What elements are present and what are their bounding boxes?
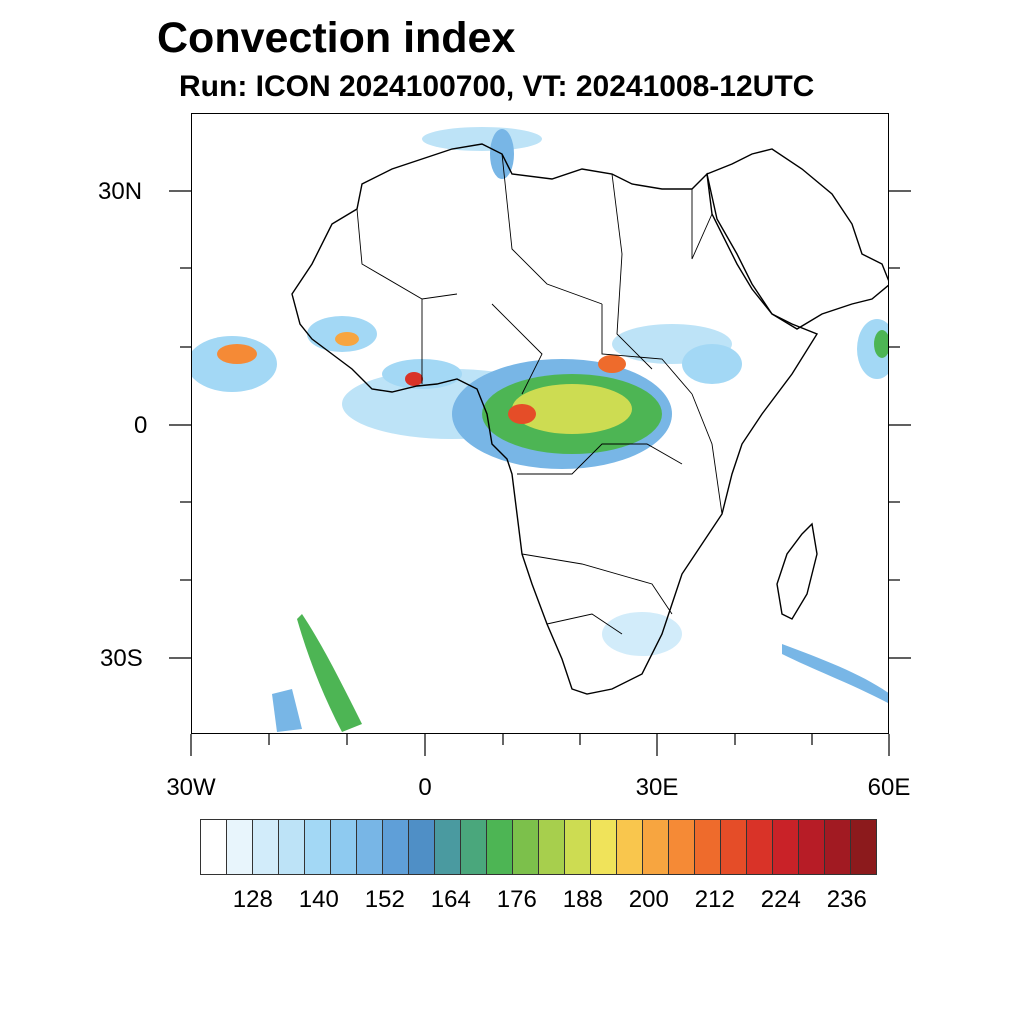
colorbar-box xyxy=(642,819,669,875)
colorbar-box xyxy=(746,819,773,875)
border-11 xyxy=(691,393,723,515)
lon-label-30w: 30W xyxy=(166,774,216,801)
border-2 xyxy=(501,153,603,305)
field-mediterranean xyxy=(422,127,542,151)
field-sahel-hot xyxy=(335,332,359,346)
border-4 xyxy=(691,189,713,260)
lon-label-60e: 60E xyxy=(867,774,911,801)
border-8 xyxy=(517,443,683,475)
colorbar-box xyxy=(720,819,747,875)
border-7 xyxy=(601,304,693,395)
field-south-africa xyxy=(602,612,682,656)
lat-label-30n: 30N xyxy=(98,178,143,205)
border-1 xyxy=(356,208,458,300)
colorbar-box xyxy=(798,819,825,875)
chart-subtitle: Run: ICON 2024100700, VT: 20241008-12UTC xyxy=(179,70,815,103)
field-south-atlantic-band xyxy=(297,614,362,732)
chart-title: Convection index xyxy=(157,14,516,62)
field-indian-ocean-band xyxy=(782,644,888,703)
field-atlantic-west xyxy=(192,336,277,392)
field-congo-inner xyxy=(512,384,632,434)
lon-label-30e: 30E xyxy=(635,774,679,801)
colorbar-box xyxy=(538,819,565,875)
field-hot-1 xyxy=(508,404,536,424)
colorbar-label: 164 xyxy=(430,886,471,913)
border-6 xyxy=(491,303,543,395)
colorbar-label: 188 xyxy=(562,886,603,913)
field-hot-2 xyxy=(598,355,626,373)
colorbar-box xyxy=(200,819,227,875)
colorbar-box xyxy=(304,819,331,875)
map-panel[interactable] xyxy=(191,113,889,734)
colorbar-label: 128 xyxy=(232,886,273,913)
arabia-coastline xyxy=(706,148,888,330)
colorbar-box xyxy=(772,819,799,875)
colorbar-box xyxy=(850,819,877,875)
field-atlantic-hot xyxy=(217,344,257,364)
colorbar-label: 140 xyxy=(298,886,339,913)
colorbar-box xyxy=(486,819,513,875)
map-svg xyxy=(192,127,888,732)
convection-field xyxy=(192,127,888,732)
colorbar-box xyxy=(668,819,695,875)
colorbar-box xyxy=(460,819,487,875)
colorbar-label: 200 xyxy=(628,886,669,913)
lat-label-30s: 30S xyxy=(100,645,143,672)
colorbar-label: 224 xyxy=(760,886,801,913)
lat-label-0: 0 xyxy=(134,412,148,439)
colorbar-box xyxy=(252,819,279,875)
colorbar-label: 176 xyxy=(496,886,537,913)
colorbar-box xyxy=(382,819,409,875)
border-10 xyxy=(546,613,623,635)
field-hot-3 xyxy=(405,372,423,386)
border-9 xyxy=(521,553,673,615)
country-borders xyxy=(356,153,723,635)
colorbar-box xyxy=(226,819,253,875)
colorbar-box xyxy=(330,819,357,875)
field-ethiopia xyxy=(682,344,742,384)
colorbar-box xyxy=(408,819,435,875)
colorbar-box xyxy=(824,819,851,875)
lon-label-0: 0 xyxy=(418,774,432,801)
colorbar-box xyxy=(356,819,383,875)
colorbar-box xyxy=(278,819,305,875)
colorbar-box xyxy=(434,819,461,875)
colorbar xyxy=(200,819,877,875)
colorbar-label: 212 xyxy=(694,886,735,913)
colorbar-label: 152 xyxy=(364,886,405,913)
border-3 xyxy=(611,173,653,370)
field-south-atlantic-2 xyxy=(272,689,302,732)
colorbar-box xyxy=(590,819,617,875)
colorbar-box xyxy=(564,819,591,875)
madagascar-coastline xyxy=(776,522,818,620)
colorbar-box xyxy=(694,819,721,875)
field-arabian-sea-core xyxy=(874,330,888,358)
colorbar-box xyxy=(512,819,539,875)
colorbar-box xyxy=(616,819,643,875)
colorbar-label: 236 xyxy=(826,886,867,913)
